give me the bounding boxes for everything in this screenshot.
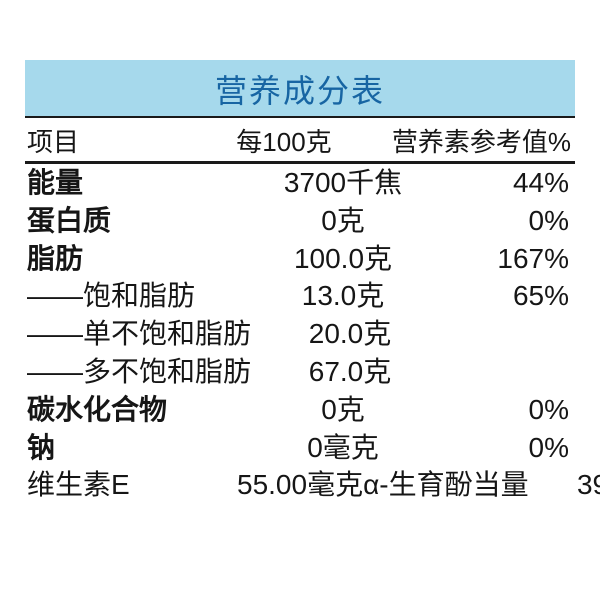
row-label: ——饱和脂肪	[25, 277, 237, 315]
nutrition-table: 营养成分表 项目 每100克 营养素参考值% 能量3700千焦44%蛋白质0克0…	[25, 60, 575, 504]
row-label: 蛋白质	[25, 202, 237, 240]
table-row: ——多不饱和脂肪67.0克	[25, 353, 575, 391]
row-nrv: 0%	[449, 202, 575, 240]
indent-dash: ——	[27, 353, 83, 391]
row-label: 维生素E	[25, 466, 237, 504]
row-value: 67.0克	[251, 353, 449, 391]
row-value: 13.0克	[237, 277, 449, 315]
row-value: 0克	[237, 202, 449, 240]
row-value: 20.0克	[251, 315, 449, 353]
row-label: 能量	[25, 164, 237, 202]
header-col-per100g: 每100克	[187, 122, 381, 159]
row-nrv: 0%	[449, 391, 575, 429]
table-body: 能量3700千焦44%蛋白质0克0%脂肪100.0克167%——饱和脂肪13.0…	[25, 164, 575, 504]
table-row: 维生素E55.00毫克α-生育酚当量393%	[25, 466, 575, 504]
row-value: 100.0克	[237, 240, 449, 278]
row-label: 脂肪	[25, 240, 237, 278]
row-nrv: 44%	[449, 164, 575, 202]
row-nrv: 0%	[449, 429, 575, 467]
header-col-nrv: 营养素参考值%	[381, 122, 575, 159]
header-col-item: 项目	[25, 122, 187, 159]
row-nrv: 167%	[449, 240, 575, 278]
row-nrv: 65%	[449, 277, 575, 315]
table-row: ——单不饱和脂肪20.0克	[25, 315, 575, 353]
table-row: 碳水化合物0克0%	[25, 391, 575, 429]
row-value: 0克	[237, 391, 449, 429]
table-row: 脂肪100.0克167%	[25, 240, 575, 278]
table-row: 蛋白质0克0%	[25, 202, 575, 240]
row-label: ——多不饱和脂肪	[25, 353, 251, 391]
table-header-row: 项目 每100克 营养素参考值%	[25, 118, 575, 164]
row-label: ——单不饱和脂肪	[25, 315, 251, 353]
row-nrv: 393%	[529, 466, 600, 504]
row-value: 55.00毫克α-生育酚当量	[237, 466, 529, 504]
row-label-text: 单不饱和脂肪	[83, 318, 251, 349]
table-row: ——饱和脂肪13.0克65%	[25, 277, 575, 315]
row-value: 3700千焦	[237, 164, 449, 202]
row-label: 碳水化合物	[25, 391, 237, 429]
row-label: 钠	[25, 429, 237, 467]
row-value: 0毫克	[237, 429, 449, 467]
table-row: 能量3700千焦44%	[25, 164, 575, 202]
indent-dash: ——	[27, 315, 83, 353]
indent-dash: ——	[27, 277, 83, 315]
row-label-text: 饱和脂肪	[83, 280, 195, 311]
row-label-text: 多不饱和脂肪	[83, 356, 251, 387]
table-row: 钠0毫克0%	[25, 429, 575, 467]
table-title: 营养成分表	[25, 60, 575, 118]
